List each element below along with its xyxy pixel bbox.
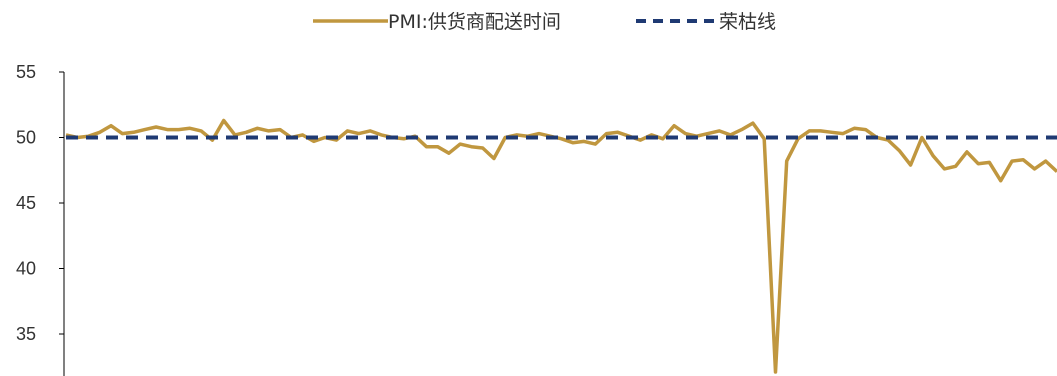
y-tick-label: 40 bbox=[16, 259, 36, 279]
series-line-pmi bbox=[65, 118, 1057, 374]
y-tick-label: 50 bbox=[16, 128, 36, 148]
legend: PMI:供货商配送时间 荣枯线 bbox=[313, 11, 776, 33]
legend-label-pmi: PMI:供货商配送时间 bbox=[388, 11, 561, 33]
y-tick-label: 45 bbox=[16, 193, 36, 213]
plot-area bbox=[65, 118, 1057, 374]
legend-label-threshold: 荣枯线 bbox=[719, 11, 776, 33]
y-axis: 35 40 45 50 55 bbox=[16, 62, 65, 376]
legend-item-pmi: PMI:供货商配送时间 bbox=[313, 11, 561, 33]
legend-item-threshold: 荣枯线 bbox=[636, 11, 776, 33]
y-tick-label: 35 bbox=[16, 324, 36, 344]
y-tick-label: 55 bbox=[16, 62, 36, 82]
